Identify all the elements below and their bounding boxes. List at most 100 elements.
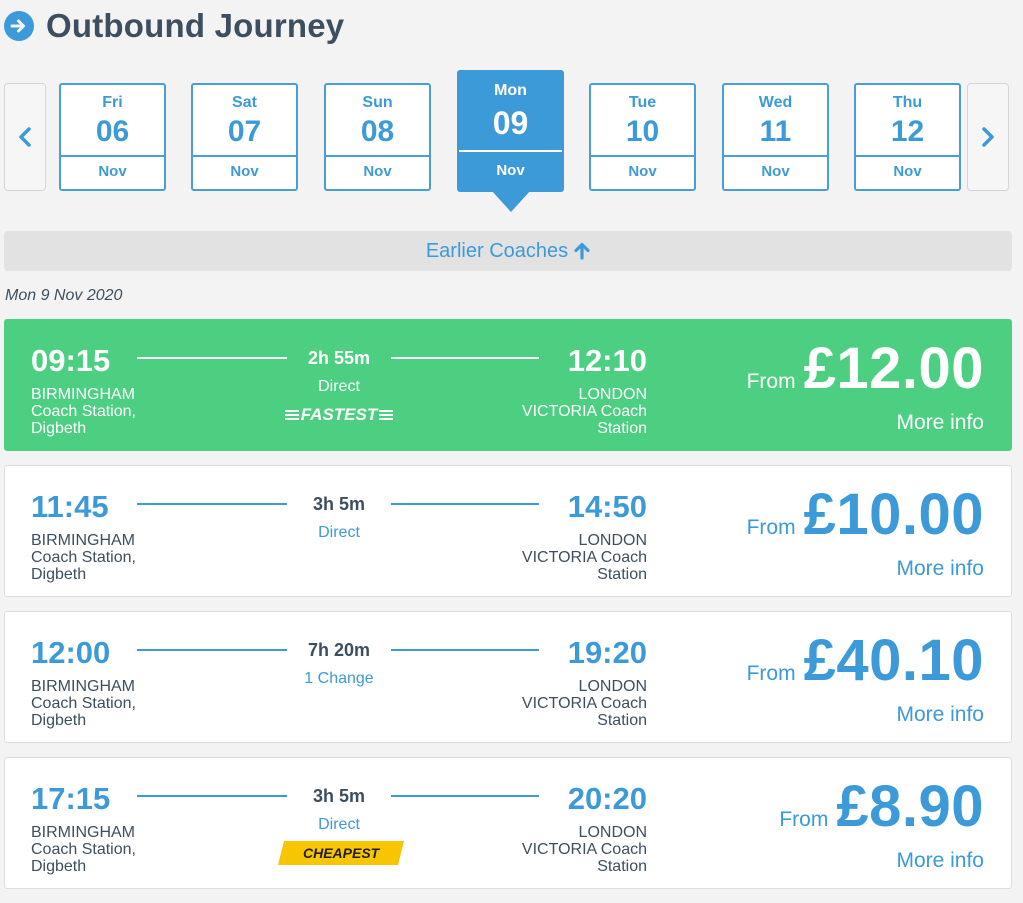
origin-line: BIRMINGHAM (31, 824, 135, 841)
route-line (391, 357, 539, 359)
date-option-tue-10[interactable]: Tue 10 Nov (589, 83, 696, 191)
day-number: 11 (759, 115, 792, 148)
origin-line: Digbeth (31, 858, 87, 875)
price-from-label: From (746, 516, 796, 539)
destination-line: LONDON (578, 532, 647, 549)
day-number: 12 (890, 115, 925, 148)
arrival-time: 12:10 (567, 343, 647, 378)
divider (856, 155, 959, 157)
next-dates-button[interactable] (967, 83, 1009, 191)
day-of-week: Thu (892, 94, 923, 111)
destination-station: LONDON VICTORIA Coach Station (522, 678, 647, 729)
journey-row[interactable]: 09:15 2h 55m 12:10 Direct BIRMINGHAM Coa… (4, 319, 1012, 451)
journey-duration: 3h 5m (312, 494, 366, 514)
badge-label: CHEAPEST (302, 845, 380, 861)
route-line (391, 649, 539, 651)
destination-line: Station (597, 712, 647, 729)
date-option-mon-09-selected[interactable]: Mon 09 Nov (457, 70, 564, 212)
day-of-week: Sun (362, 94, 393, 111)
date-option-wed-11[interactable]: Wed 11 Nov (722, 83, 829, 191)
price-value: £10.00 (803, 482, 984, 547)
date-option-sat-07[interactable]: Sat 07 Nov (191, 83, 298, 191)
origin-line: Coach Station, (31, 403, 136, 420)
chevron-left-icon (19, 127, 31, 147)
route-line (391, 503, 539, 505)
origin-line: Coach Station, (31, 841, 136, 858)
day-number: 10 (625, 115, 660, 148)
price-block: From £8.90 (779, 774, 984, 840)
origin-station: BIRMINGHAM Coach Station, Digbeth (31, 532, 136, 583)
arrival-time: 20:20 (567, 781, 647, 816)
destination-station: LONDON VICTORIA Coach Station (522, 386, 647, 437)
departure-time: 17:15 (31, 781, 111, 816)
origin-line: BIRMINGHAM (31, 386, 135, 403)
destination-line: Station (597, 858, 647, 875)
journey-row[interactable]: 11:45 3h 5m 14:50 Direct BIRMINGHAM Coac… (4, 465, 1012, 597)
arrow-up-icon (574, 242, 590, 260)
earlier-coaches-button[interactable]: Earlier Coaches (4, 231, 1012, 271)
route-line (137, 795, 287, 797)
month: Nov (496, 162, 525, 179)
origin-line: Coach Station, (31, 695, 136, 712)
change-info: 1 Change (304, 670, 374, 687)
journey-duration: 3h 5m (312, 786, 366, 806)
departure-time: 11:45 (31, 489, 109, 524)
destination-line: Station (597, 566, 647, 583)
journey-duration: 2h 55m (307, 348, 371, 368)
journey-row[interactable]: 12:00 7h 20m 19:20 1 Change BIRMINGHAM C… (4, 611, 1012, 743)
price-value: £8.90 (836, 774, 984, 839)
speed-lines-icon (284, 410, 299, 420)
month: Nov (893, 163, 922, 180)
date-selector: Fri 06 Nov Sat 07 Nov Sun 08 Nov Mon 09 … (0, 70, 1023, 220)
divider (459, 150, 562, 152)
price-value: £40.10 (803, 628, 984, 693)
fastest-badge: FASTEST (277, 404, 401, 426)
day-of-week: Wed (758, 94, 793, 111)
origin-line: Digbeth (31, 566, 87, 583)
price-block: From £40.10 (747, 628, 984, 694)
day-number: 06 (95, 115, 130, 148)
earlier-coaches-label: Earlier Coaches (425, 239, 569, 262)
chevron-right-icon (982, 127, 994, 147)
destination-line: LONDON (578, 824, 647, 841)
speed-lines-icon (379, 410, 394, 420)
month: Nov (98, 163, 127, 180)
day-number: 09 (492, 105, 529, 141)
day-number: 08 (360, 115, 395, 148)
selected-date-label: Mon 9 Nov 2020 (5, 287, 123, 304)
change-info: Direct (318, 524, 360, 541)
journey-row[interactable]: 17:15 3h 5m 20:20 Direct BIRMINGHAM Coac… (4, 757, 1012, 889)
month: Nov (628, 163, 657, 180)
arrow-right-circle-icon (4, 11, 34, 41)
date-option-sun-08[interactable]: Sun 08 Nov (324, 83, 431, 191)
price-from-label: From (746, 370, 796, 393)
departure-time: 12:00 (31, 635, 111, 670)
date-option-fri-06[interactable]: Fri 06 Nov (59, 83, 166, 191)
page-title: Outbound Journey (46, 7, 345, 44)
month: Nov (363, 163, 392, 180)
date-option-thu-12[interactable]: Thu 12 Nov (854, 83, 961, 191)
change-info: Direct (318, 816, 360, 833)
arrival-time: 19:20 (567, 635, 647, 670)
more-info-link[interactable]: More info (896, 703, 984, 726)
month: Nov (230, 163, 259, 180)
previous-dates-button[interactable] (4, 83, 46, 191)
divider (591, 155, 694, 157)
more-info-link[interactable]: More info (896, 557, 984, 580)
route-line (137, 649, 287, 651)
origin-line: BIRMINGHAM (31, 678, 135, 695)
price-value: £12.00 (803, 336, 984, 401)
more-info-link[interactable]: More info (896, 849, 984, 872)
selected-pointer (490, 190, 531, 212)
day-of-week: Sat (232, 94, 257, 111)
destination-station: LONDON VICTORIA Coach Station (522, 532, 647, 583)
day-number: 07 (227, 115, 262, 148)
destination-station: LONDON VICTORIA Coach Station (522, 824, 647, 875)
departure-time: 09:15 (31, 343, 111, 378)
origin-station: BIRMINGHAM Coach Station, Digbeth (31, 678, 136, 729)
more-info-link[interactable]: More info (896, 411, 984, 434)
price-from-label: From (779, 808, 829, 831)
page-header: Outbound Journey (4, 6, 344, 46)
price-block: From £10.00 (747, 482, 984, 548)
origin-line: BIRMINGHAM (31, 532, 135, 549)
